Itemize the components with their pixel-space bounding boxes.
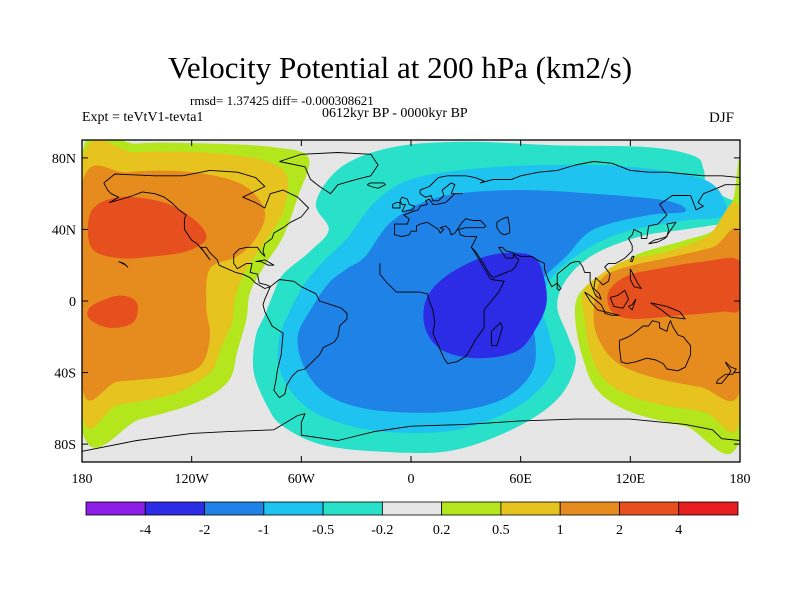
x-tick-label-4: 60E (509, 472, 532, 487)
y-tick-label-0: 80N (52, 152, 76, 167)
colorbar-swatch-4 (322, 501, 383, 516)
coastline-cuba (255, 259, 275, 266)
colorbar-label-4: -0.2 (371, 523, 393, 538)
season-label: DJF (709, 110, 735, 126)
coastline-new-zealand (724, 361, 737, 375)
period-label: 0612kyr BP - 0000kyr BP (322, 106, 468, 121)
coastline-philippines (629, 268, 642, 289)
coastline-borneo (609, 289, 629, 309)
coastline-new-guinea (650, 302, 686, 320)
coastline-new-zealand-south (715, 373, 730, 384)
colorbar-swatch-6 (441, 501, 502, 516)
colorbar-label-3: -0.5 (312, 523, 334, 538)
contour-region-8 (423, 252, 547, 359)
contour-fill-layer (82, 140, 740, 455)
coastline-north-america (103, 169, 310, 289)
coastline-south-america (262, 279, 348, 399)
x-tick-label-3: 0 (408, 472, 415, 487)
colorbar-label-5: 0.2 (433, 523, 451, 538)
colorbar-swatch-9 (619, 501, 680, 516)
coastline-sri-lanka (556, 282, 562, 291)
y-tick-label-1: 40N (52, 223, 76, 238)
y-axis: 80N 40N 0 40S 80S (52, 152, 740, 453)
x-tick-label-6: 180 (730, 472, 751, 487)
x-axis: 180 120W 60W 0 60E 120E 180 (72, 140, 751, 487)
coastline-afro-eurasia (379, 161, 740, 365)
y-tick-label-2: 0 (69, 295, 76, 310)
x-tick-label-2: 60W (288, 472, 316, 487)
x-tick-label-5: 120E (616, 472, 646, 487)
coastline-taiwan (629, 255, 635, 263)
colorbar-label-7: 1 (557, 523, 564, 538)
colorbar-label-8: 2 (616, 523, 623, 538)
colorbar-label-2: -1 (258, 523, 270, 538)
y-tick-label-4: 80S (54, 438, 76, 453)
coastline-japan (648, 221, 677, 245)
contour-region-12 (607, 257, 740, 319)
coastline-java (604, 311, 620, 316)
colorbar-label-9: 4 (675, 523, 682, 538)
colorbar-label-0: -4 (139, 523, 151, 538)
plot-title: Velocity Potential at 200 hPa (km2/s) (167, 50, 633, 85)
x-tick-label-1: 120W (175, 472, 210, 487)
coastline-great-britain (399, 196, 416, 213)
coastline-layer (82, 152, 740, 452)
rmsd-diff-stats: rmsd= 1.37425 diff= -0.000308621 (190, 93, 374, 108)
colorbar-swatch-0 (85, 501, 146, 516)
coastline-madagascar (490, 322, 503, 347)
coastline-hawaii (118, 261, 129, 268)
colorbar-swatch-7 (500, 501, 561, 516)
coastline-east-asia (470, 184, 740, 300)
colorbar-swatch-5 (381, 501, 443, 516)
colorbar: -4 -2 -1 -0.5 -0.2 0.2 0.5 1 2 4 (85, 501, 739, 538)
colorbar-swatch-8 (559, 501, 620, 516)
coastline-antarctica (82, 413, 740, 452)
coastline-iceland (366, 182, 386, 189)
coastline-caspian-sea (496, 216, 511, 236)
x-tick-label-0: 180 (72, 472, 93, 487)
coastline-australia (618, 320, 692, 372)
experiment-label: Expt = teVtV1-tevta1 (82, 110, 204, 125)
colorbar-swatch-1 (144, 501, 205, 516)
contour-region-3 (87, 196, 207, 259)
coastline-greenland (279, 152, 379, 195)
colorbar-swatch-3 (263, 501, 324, 516)
colorbar-swatch-2 (204, 501, 265, 516)
y-tick-label-3: 40S (54, 367, 76, 382)
colorbar-label-1: -2 (199, 523, 211, 538)
coastline-ireland (392, 202, 401, 209)
contour-region-4 (87, 295, 138, 328)
colorbar-label-6: 0.5 (492, 523, 510, 538)
coastline-sulawesi (628, 298, 637, 311)
colorbar-swatch-10 (678, 501, 739, 516)
